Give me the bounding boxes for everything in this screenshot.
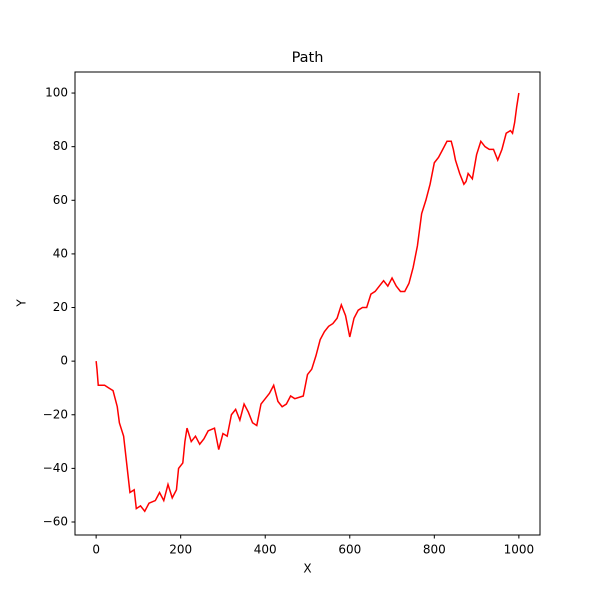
x-tick-label: 400 bbox=[254, 543, 277, 557]
x-tick-label: 800 bbox=[423, 543, 446, 557]
chart-title: Path bbox=[292, 50, 324, 66]
y-axis-label: Y bbox=[15, 299, 29, 308]
x-tick-label: 1000 bbox=[504, 543, 535, 557]
y-tick-label: 40 bbox=[53, 246, 68, 260]
y-tick-label: −20 bbox=[43, 407, 68, 421]
x-tick-label: 600 bbox=[338, 543, 361, 557]
y-tick-label: −60 bbox=[43, 514, 68, 528]
y-tick-label: 80 bbox=[53, 139, 68, 153]
y-tick-label: 100 bbox=[45, 86, 68, 100]
y-tick-label: −40 bbox=[43, 461, 68, 475]
x-tick-label: 0 bbox=[92, 543, 100, 557]
data-line bbox=[95, 92, 520, 513]
plot-frame bbox=[74, 71, 541, 536]
y-tick-label: 0 bbox=[60, 354, 68, 368]
x-axis-label: X bbox=[303, 562, 311, 576]
y-tick-label: 20 bbox=[53, 300, 68, 314]
x-tick-label: 200 bbox=[169, 543, 192, 557]
y-tick-label: 60 bbox=[53, 193, 68, 207]
